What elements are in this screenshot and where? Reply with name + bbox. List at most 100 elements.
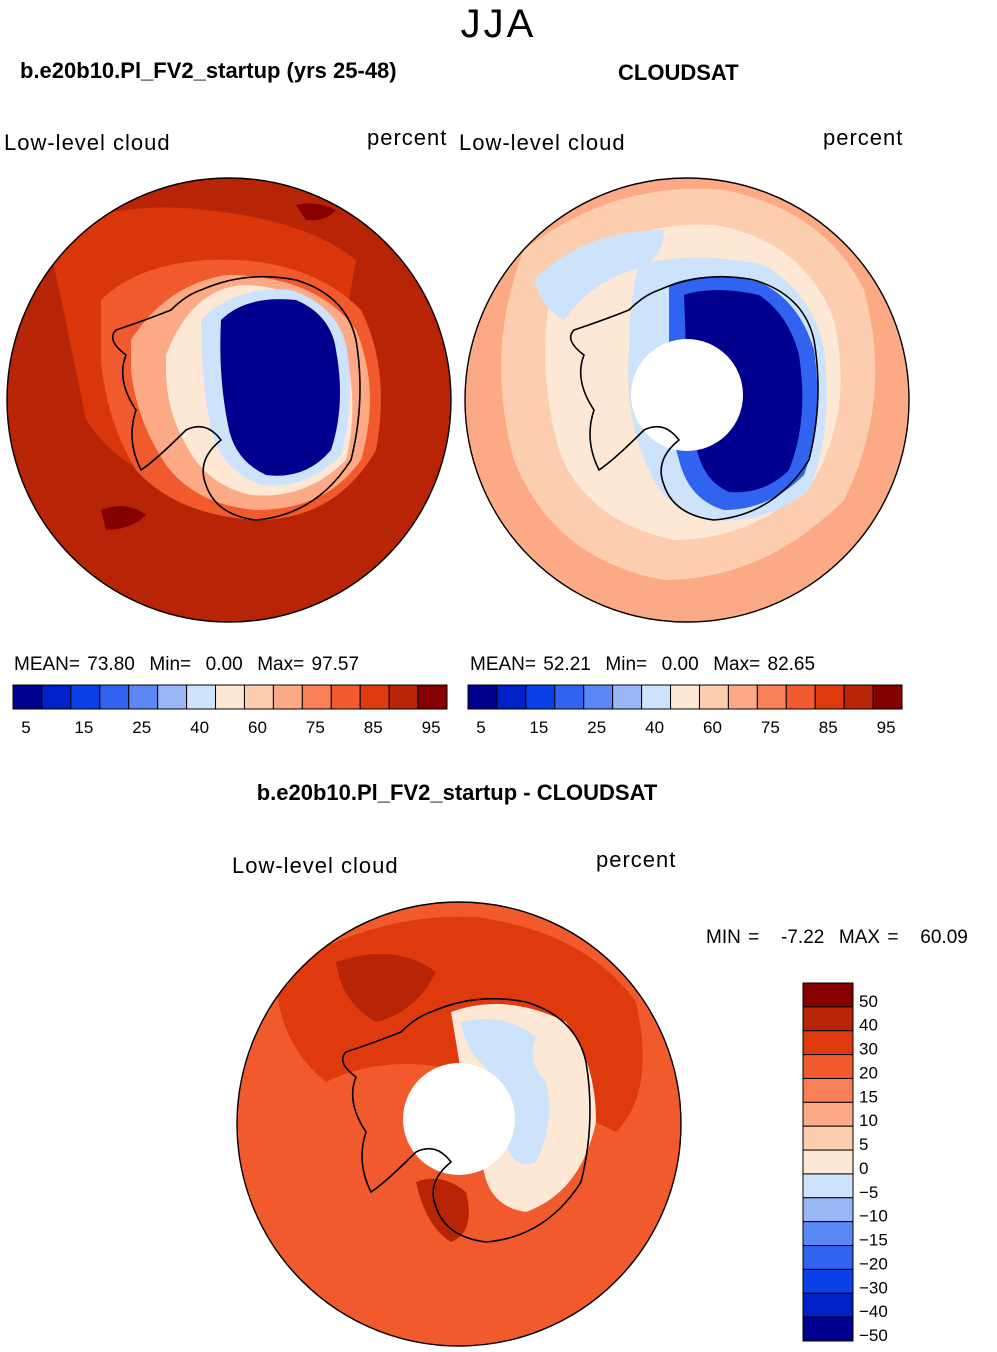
colorbar-tick-label: 40 (190, 718, 209, 737)
antarctica-coastline (111, 275, 361, 521)
mean-value: 52.21 (543, 654, 591, 675)
colorbar-swatch (157, 684, 188, 710)
variable-label-model: Low-level cloud (4, 130, 171, 155)
units-label-model: percent (367, 125, 448, 150)
colorbar-swatch (70, 684, 101, 710)
colorbar-swatch (802, 1292, 854, 1318)
colorbar-swatch (872, 684, 903, 710)
panel-title-model: b.e20b10.Pl_FV2_startup (yrs 25-48) (20, 58, 397, 83)
variable-label-difference: Low-level cloud (232, 853, 399, 878)
missing-data-hole (403, 1063, 515, 1175)
mean-label: MEAN= (470, 654, 536, 675)
colorbar-swatch (843, 684, 874, 710)
map-boundary (236, 901, 682, 1347)
colorbar-tick-label: 40 (645, 718, 664, 737)
colorbar-tick-label: −30 (859, 1278, 888, 1297)
colorbar-swatch (727, 684, 758, 710)
panel-title-cloudsat: CLOUDSAT (618, 60, 739, 85)
min-label: Min= (605, 654, 648, 675)
max-patch-north (296, 203, 336, 221)
colorbar-swatch (802, 1173, 854, 1199)
polar-map-model (6, 177, 452, 623)
colorbar-tick-label: 20 (859, 1063, 878, 1082)
colorbar-tick-label: −40 (859, 1302, 888, 1321)
colorbar-swatch (802, 1221, 854, 1247)
colorbar-tick-label: 5 (476, 718, 485, 737)
map-boundary (6, 177, 452, 623)
colorbar-swatch (359, 684, 390, 710)
colorbar-swatch (670, 684, 700, 710)
diff-patch-dark (336, 954, 436, 1022)
colorbar-swatch (41, 684, 72, 710)
colorbar-swatch (583, 684, 614, 710)
mean-value: 73.80 (87, 654, 135, 675)
colorbar-tick-label: 95 (877, 718, 896, 737)
colorbar-swatch (802, 1006, 854, 1032)
max-value: 82.65 (767, 654, 816, 675)
colorbar-tick-label: −5 (859, 1183, 878, 1202)
colorbar-swatch (215, 684, 245, 710)
season-title: JJA (460, 2, 537, 46)
colorbar-swatch (388, 684, 419, 710)
colorbar-swatch (330, 684, 361, 710)
polar-map-cloudsat (464, 177, 910, 623)
colorbar-swatch (802, 1245, 854, 1270)
panel-title-difference: b.e20b10.Pl_FV2_startup - CLOUDSAT (256, 780, 658, 805)
colorbar-tick-label: −10 (859, 1207, 888, 1226)
polar-map-difference (236, 901, 682, 1347)
colorbar-swatch (785, 684, 816, 710)
colorbar-tick-label: −20 (859, 1254, 888, 1273)
colorbar-swatch (802, 1101, 854, 1127)
colorbar-tick-label: 0 (859, 1159, 868, 1178)
obs-blue-patch (534, 230, 664, 320)
colorbar-swatch (272, 684, 303, 710)
colorbar-swatch (525, 684, 556, 710)
colorbar-tick-label: 85 (819, 718, 838, 737)
antarctic-low-cloud (220, 299, 340, 476)
colorbar-swatch (802, 1197, 854, 1223)
max-label: Max= (713, 654, 761, 675)
colorbar-tick-label: 25 (132, 718, 151, 737)
colorbar-model: 5 15 25 40 60 75 85 95 (12, 684, 448, 737)
colorbar-tick-label: 25 (587, 718, 606, 737)
colorbar-swatch (802, 982, 854, 1008)
colorbar-tick-label: 15 (859, 1087, 878, 1106)
colorbar-swatch (641, 684, 672, 710)
colorbar-tick-label: 75 (761, 718, 780, 737)
colorbar-swatch (802, 1125, 854, 1151)
colorbar-tick-label: −15 (859, 1231, 888, 1250)
colorbar-swatch (802, 1077, 854, 1103)
colorbar-swatch (802, 1149, 854, 1175)
colorbar-tick-label: 15 (529, 718, 548, 737)
colorbar-tick-label: 40 (859, 1016, 878, 1035)
min-label: Min= (149, 654, 192, 675)
min-value: 0.00 (661, 654, 699, 675)
colorbar-tick-label: 95 (422, 718, 441, 737)
colorbar-swatch (301, 684, 332, 710)
colorbar-tick-label: 85 (364, 718, 383, 737)
colorbar-swatch (99, 684, 130, 710)
colorbar-swatch (698, 684, 729, 710)
colorbar-swatch (467, 684, 498, 710)
colorbar-swatch (496, 684, 527, 710)
colorbar-swatch (802, 1268, 854, 1294)
colorbar-tick-label: 5 (21, 718, 30, 737)
colorbar-tick-label: 30 (859, 1040, 878, 1059)
diff-patch-dark-south (416, 1178, 469, 1242)
map-boundary (464, 177, 910, 623)
colorbar-tick-label: 5 (859, 1135, 868, 1154)
antarctica-coastline (569, 275, 819, 521)
mean-label: MEAN= (14, 654, 80, 675)
colorbar-swatch (186, 684, 217, 710)
colorbar-tick-label: 50 (859, 992, 878, 1011)
colorbar-swatch (802, 1054, 854, 1079)
colorbar-swatch (12, 684, 43, 710)
stats-model: MEAN= 73.80 Min= 0.00 Max= 97.57 (14, 654, 359, 676)
max-label: Max= (257, 654, 305, 675)
variable-label-cloudsat: Low-level cloud (459, 130, 626, 155)
colorbar-swatch (417, 684, 448, 710)
antarctica-coastline (341, 997, 591, 1243)
colorbar-tick-label: 10 (859, 1111, 878, 1130)
colorbar-swatch (554, 684, 585, 710)
